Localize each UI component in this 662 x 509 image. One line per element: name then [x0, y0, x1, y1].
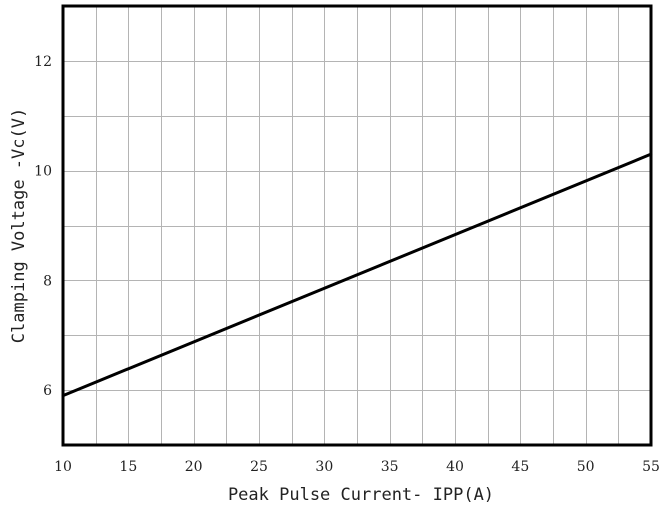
x-tick-label: 35 [381, 459, 399, 475]
x-tick-label: 55 [642, 459, 660, 475]
series-line-0 [61, 152, 653, 398]
plot-frame [61, 4, 653, 447]
grid [63, 6, 651, 445]
x-tick-label: 25 [250, 459, 268, 475]
x-axis-ticks: 10 15 20 25 30 35 40 45 50 55 [54, 459, 660, 475]
series-layer [61, 152, 653, 398]
x-tick-label: 45 [511, 459, 529, 475]
y-tick-label: 12 [34, 54, 52, 70]
x-tick-label: 15 [119, 459, 137, 475]
y-axis-label: Clamping Voltage -Vc(V) [9, 108, 29, 343]
y-tick-label: 6 [43, 383, 52, 399]
x-tick-label: 10 [54, 459, 72, 475]
y-tick-label: 10 [34, 164, 52, 180]
y-tick-label: 8 [43, 273, 52, 289]
x-axis-label: Peak Pulse Current- IPP(A) [228, 485, 494, 505]
x-tick-label: 50 [577, 459, 595, 475]
y-axis-ticks: 6 8 10 12 [34, 54, 52, 399]
x-tick-label: 20 [185, 459, 203, 475]
x-tick-label: 30 [315, 459, 333, 475]
x-tick-label: 40 [446, 459, 464, 475]
